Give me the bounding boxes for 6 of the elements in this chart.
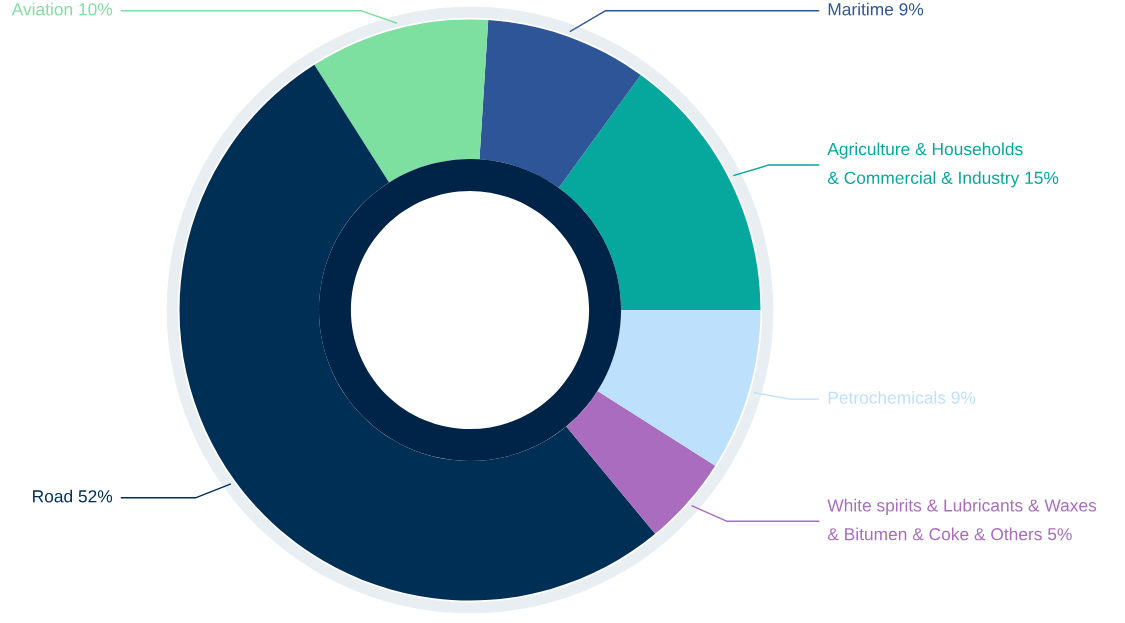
- slice-label: Aviation 10%: [11, 2, 113, 16]
- slice-label: Maritime 9%: [828, 2, 924, 16]
- slice-label: Agriculture & Households & Commercial & Industry 15%: [827, 142, 1059, 188]
- slice-label: Road 52%: [33, 489, 113, 503]
- slice-label: White spirits & Lubricants & Waxes & Bitumen & Coke & Others 5%: [827, 498, 1097, 541]
- slice-label: Petrochemicals 9%: [828, 391, 976, 404]
